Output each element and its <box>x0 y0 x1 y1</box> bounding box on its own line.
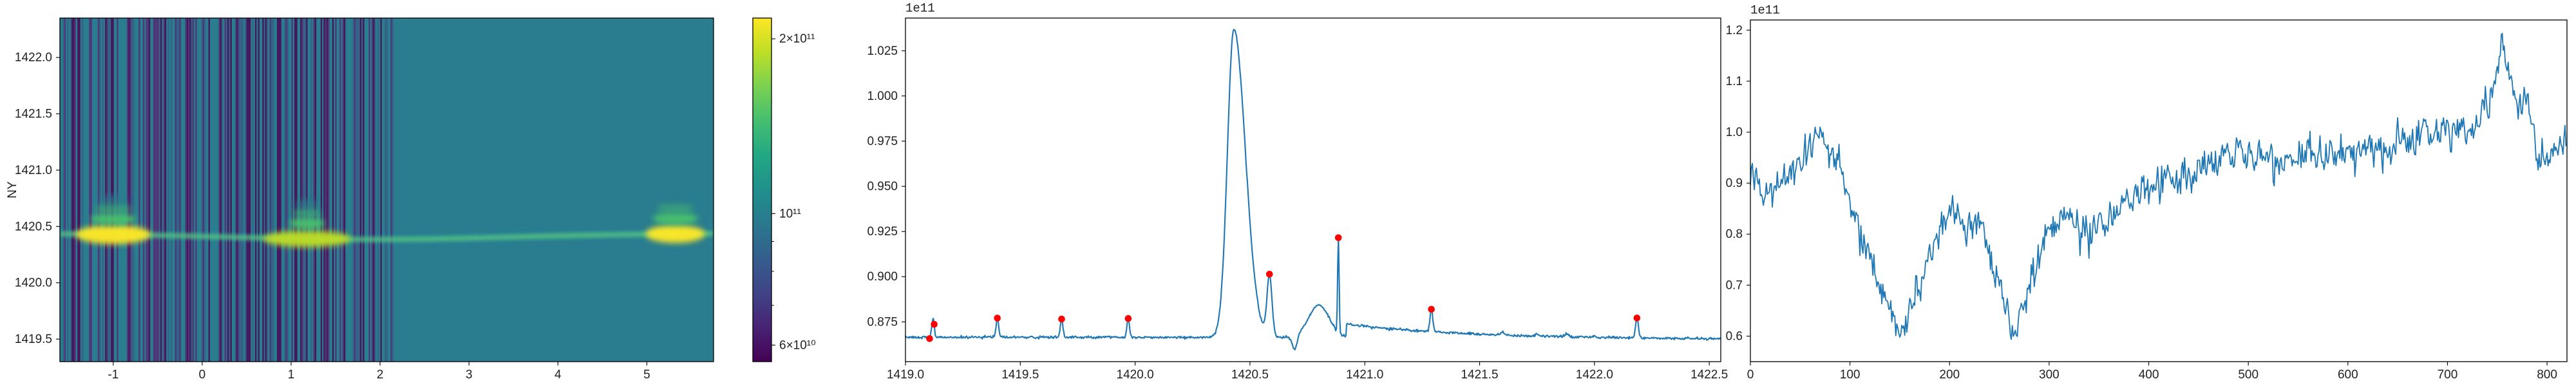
svg-text:10¹¹: 10¹¹ <box>779 207 801 220</box>
svg-text:300: 300 <box>2039 368 2060 382</box>
svg-text:1e11: 1e11 <box>905 1 935 15</box>
svg-text:500: 500 <box>2238 368 2259 382</box>
svg-text:0.8: 0.8 <box>1726 228 1743 241</box>
svg-text:6×10¹⁰: 6×10¹⁰ <box>779 338 816 352</box>
svg-text:2: 2 <box>377 368 384 382</box>
svg-text:1420.5: 1420.5 <box>1231 368 1269 382</box>
svg-text:1419.5: 1419.5 <box>15 333 52 346</box>
svg-text:0.900: 0.900 <box>867 270 898 284</box>
svg-text:1.025: 1.025 <box>867 44 898 58</box>
svg-text:1420.0: 1420.0 <box>15 277 52 290</box>
svg-text:1.000: 1.000 <box>867 90 898 103</box>
svg-text:2×10¹¹: 2×10¹¹ <box>779 32 815 46</box>
svg-text:0.975: 0.975 <box>867 135 898 148</box>
svg-text:1.1: 1.1 <box>1726 75 1743 88</box>
svg-text:0.9: 0.9 <box>1726 177 1743 190</box>
svg-text:1421.0: 1421.0 <box>15 164 52 177</box>
svg-text:400: 400 <box>2139 368 2159 382</box>
svg-text:1422.5: 1422.5 <box>1690 368 1728 382</box>
svg-text:1420.0: 1420.0 <box>1117 368 1154 382</box>
svg-text:0: 0 <box>199 368 206 382</box>
svg-text:1421.0: 1421.0 <box>1346 368 1383 382</box>
svg-text:1419.0: 1419.0 <box>887 368 924 382</box>
svg-text:0.7: 0.7 <box>1726 278 1743 292</box>
svg-text:0: 0 <box>1747 368 1754 382</box>
svg-text:3: 3 <box>466 368 473 382</box>
svg-text:5: 5 <box>643 368 650 382</box>
svg-text:1421.5: 1421.5 <box>1461 368 1498 382</box>
svg-text:0.925: 0.925 <box>867 225 898 239</box>
svg-text:NY: NY <box>6 181 19 199</box>
svg-text:-1: -1 <box>108 368 118 382</box>
svg-text:0.6: 0.6 <box>1726 329 1743 343</box>
svg-text:700: 700 <box>2438 368 2458 382</box>
svg-text:1422.0: 1422.0 <box>1576 368 1613 382</box>
svg-text:200: 200 <box>1939 368 1960 382</box>
svg-text:0.950: 0.950 <box>867 180 898 193</box>
svg-text:0.875: 0.875 <box>867 315 898 329</box>
svg-text:1.2: 1.2 <box>1726 24 1743 37</box>
svg-text:1421.5: 1421.5 <box>15 108 52 121</box>
svg-text:1420.5: 1420.5 <box>15 220 52 233</box>
svg-text:1e11: 1e11 <box>1750 3 1780 17</box>
svg-text:1419.5: 1419.5 <box>1001 368 1039 382</box>
svg-text:4: 4 <box>554 368 562 382</box>
svg-text:800: 800 <box>2537 368 2557 382</box>
svg-text:600: 600 <box>2338 368 2358 382</box>
svg-text:1.0: 1.0 <box>1726 126 1743 139</box>
svg-text:100: 100 <box>1840 368 1861 382</box>
svg-text:1: 1 <box>288 368 295 382</box>
svg-text:1422.0: 1422.0 <box>15 51 52 64</box>
